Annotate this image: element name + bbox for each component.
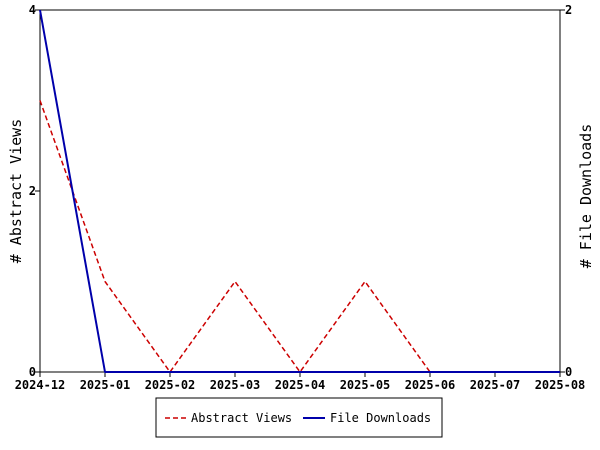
y2-tick-label: 2 bbox=[565, 3, 572, 17]
y-tick-label: 0 bbox=[29, 365, 36, 379]
y-tick-label: 4 bbox=[29, 3, 36, 17]
legend-label-file-downloads: File Downloads bbox=[330, 411, 431, 425]
plot-area bbox=[39, 9, 561, 373]
x-tick-label: 2025-03 bbox=[210, 378, 261, 392]
legend-label-abstract-views: Abstract Views bbox=[191, 411, 292, 425]
x-tick-label: 2025-06 bbox=[405, 378, 456, 392]
y-tick-label: 2 bbox=[29, 184, 36, 198]
x-tick-label: 2025-08 bbox=[535, 378, 586, 392]
x-tick-label: 2025-04 bbox=[275, 378, 326, 392]
x-tick-label: 2024-12 bbox=[15, 378, 66, 392]
legend-box bbox=[155, 397, 443, 438]
x-tick-label: 2025-05 bbox=[340, 378, 391, 392]
x-tick-label: 2025-01 bbox=[80, 378, 131, 392]
y2-axis-label: # File Downloads bbox=[577, 124, 595, 269]
legend: Abstract Views File Downloads bbox=[155, 397, 443, 438]
x-tick-label: 2025-02 bbox=[145, 378, 196, 392]
y2-tick-label: 0 bbox=[565, 365, 572, 379]
y-axis-label: # Abstract Views bbox=[7, 119, 25, 264]
x-tick-label: 2025-07 bbox=[470, 378, 521, 392]
series-line-file-downloads bbox=[39, 9, 560, 373]
